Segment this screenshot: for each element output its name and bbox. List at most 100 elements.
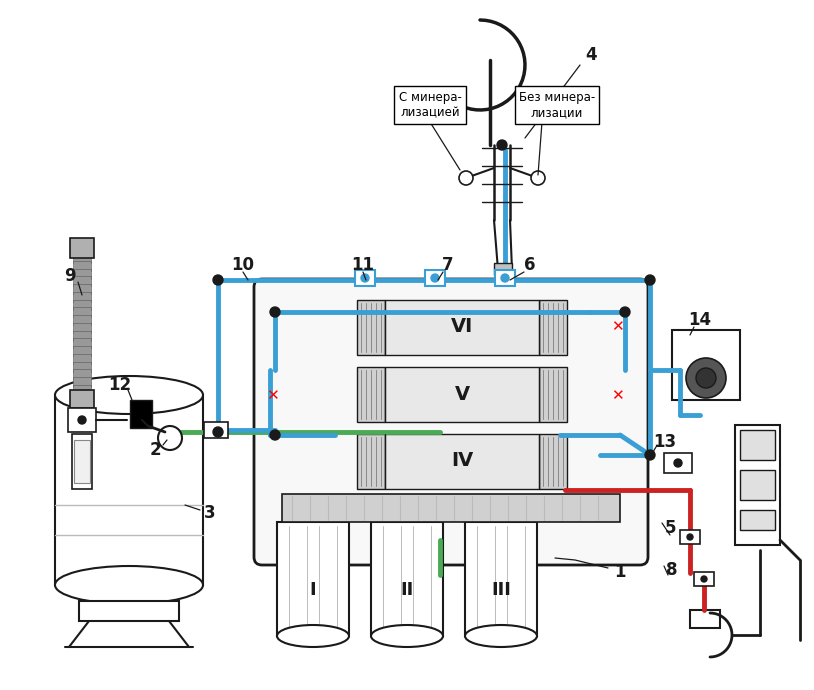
Bar: [73, 346, 91, 356]
Bar: [73, 354, 91, 364]
Bar: [73, 338, 91, 348]
Bar: [73, 276, 91, 286]
Bar: [73, 268, 91, 279]
Bar: [539, 300, 567, 355]
Bar: [204, 422, 228, 438]
Bar: [495, 270, 515, 286]
Circle shape: [78, 416, 86, 424]
Circle shape: [620, 307, 630, 317]
Bar: [740, 470, 775, 500]
Bar: [73, 369, 91, 380]
Bar: [73, 377, 91, 387]
Circle shape: [158, 426, 182, 450]
Bar: [73, 315, 91, 325]
Bar: [277, 522, 349, 636]
Circle shape: [213, 427, 223, 437]
Bar: [385, 434, 539, 489]
Bar: [73, 292, 91, 302]
Bar: [73, 299, 91, 310]
Text: ✕: ✕: [610, 319, 624, 335]
Bar: [72, 434, 92, 489]
Text: V: V: [454, 384, 470, 404]
Circle shape: [270, 307, 280, 317]
Text: 2: 2: [149, 441, 161, 459]
Bar: [740, 430, 775, 460]
Text: Без минера-
лизации: Без минера- лизации: [519, 90, 595, 119]
Bar: [539, 367, 567, 422]
Bar: [355, 270, 375, 286]
Circle shape: [701, 576, 707, 582]
Text: 7: 7: [442, 256, 454, 274]
Bar: [73, 362, 91, 372]
Bar: [539, 434, 567, 489]
Text: 1: 1: [615, 563, 626, 581]
Text: 5: 5: [664, 519, 676, 537]
Bar: [385, 300, 539, 355]
Bar: [690, 610, 720, 628]
Text: 6: 6: [524, 256, 536, 274]
Circle shape: [501, 274, 509, 282]
Circle shape: [645, 450, 655, 460]
Bar: [672, 330, 740, 400]
Bar: [79, 601, 179, 621]
Bar: [68, 408, 96, 432]
Text: ✕: ✕: [265, 388, 278, 404]
Bar: [371, 522, 443, 636]
Circle shape: [270, 430, 280, 440]
Ellipse shape: [55, 376, 203, 414]
Text: 13: 13: [654, 433, 676, 451]
Circle shape: [674, 459, 682, 467]
Circle shape: [531, 171, 545, 185]
Bar: [55, 395, 203, 585]
Bar: [73, 307, 91, 317]
Bar: [735, 425, 780, 545]
Bar: [357, 300, 385, 355]
Circle shape: [687, 534, 693, 540]
Bar: [73, 385, 91, 395]
Bar: [73, 331, 91, 341]
Ellipse shape: [55, 566, 203, 604]
Bar: [465, 522, 537, 636]
Text: С минера-
лизацией: С минера- лизацией: [399, 90, 462, 119]
Text: IV: IV: [451, 451, 473, 471]
Bar: [494, 263, 512, 275]
Circle shape: [500, 275, 510, 285]
Circle shape: [686, 358, 726, 398]
Bar: [73, 284, 91, 294]
Circle shape: [497, 140, 507, 150]
Text: 11: 11: [352, 256, 374, 274]
Text: 14: 14: [689, 311, 711, 329]
Bar: [282, 494, 620, 522]
Bar: [73, 261, 91, 270]
Ellipse shape: [371, 625, 443, 647]
Bar: [70, 238, 94, 258]
Bar: [74, 440, 90, 483]
Bar: [357, 367, 385, 422]
Text: ✕: ✕: [610, 388, 624, 404]
Bar: [385, 367, 539, 422]
Bar: [73, 323, 91, 333]
FancyBboxPatch shape: [254, 279, 648, 565]
Text: II: II: [400, 582, 414, 600]
Bar: [357, 434, 385, 489]
Text: 3: 3: [204, 504, 216, 522]
Circle shape: [645, 275, 655, 285]
Text: VI: VI: [451, 317, 473, 337]
Text: 12: 12: [108, 376, 132, 394]
Bar: [694, 572, 714, 586]
Text: 9: 9: [64, 267, 76, 285]
Circle shape: [213, 275, 223, 285]
Ellipse shape: [277, 625, 349, 647]
Circle shape: [361, 274, 369, 282]
Circle shape: [431, 274, 439, 282]
Bar: [73, 253, 91, 263]
Text: III: III: [491, 582, 511, 600]
Text: 8: 8: [666, 561, 678, 579]
Bar: [680, 530, 700, 544]
Text: 4: 4: [585, 46, 597, 64]
Ellipse shape: [465, 625, 537, 647]
Circle shape: [459, 171, 473, 185]
Bar: [664, 453, 692, 473]
Text: 10: 10: [231, 256, 255, 274]
Bar: [740, 510, 775, 530]
